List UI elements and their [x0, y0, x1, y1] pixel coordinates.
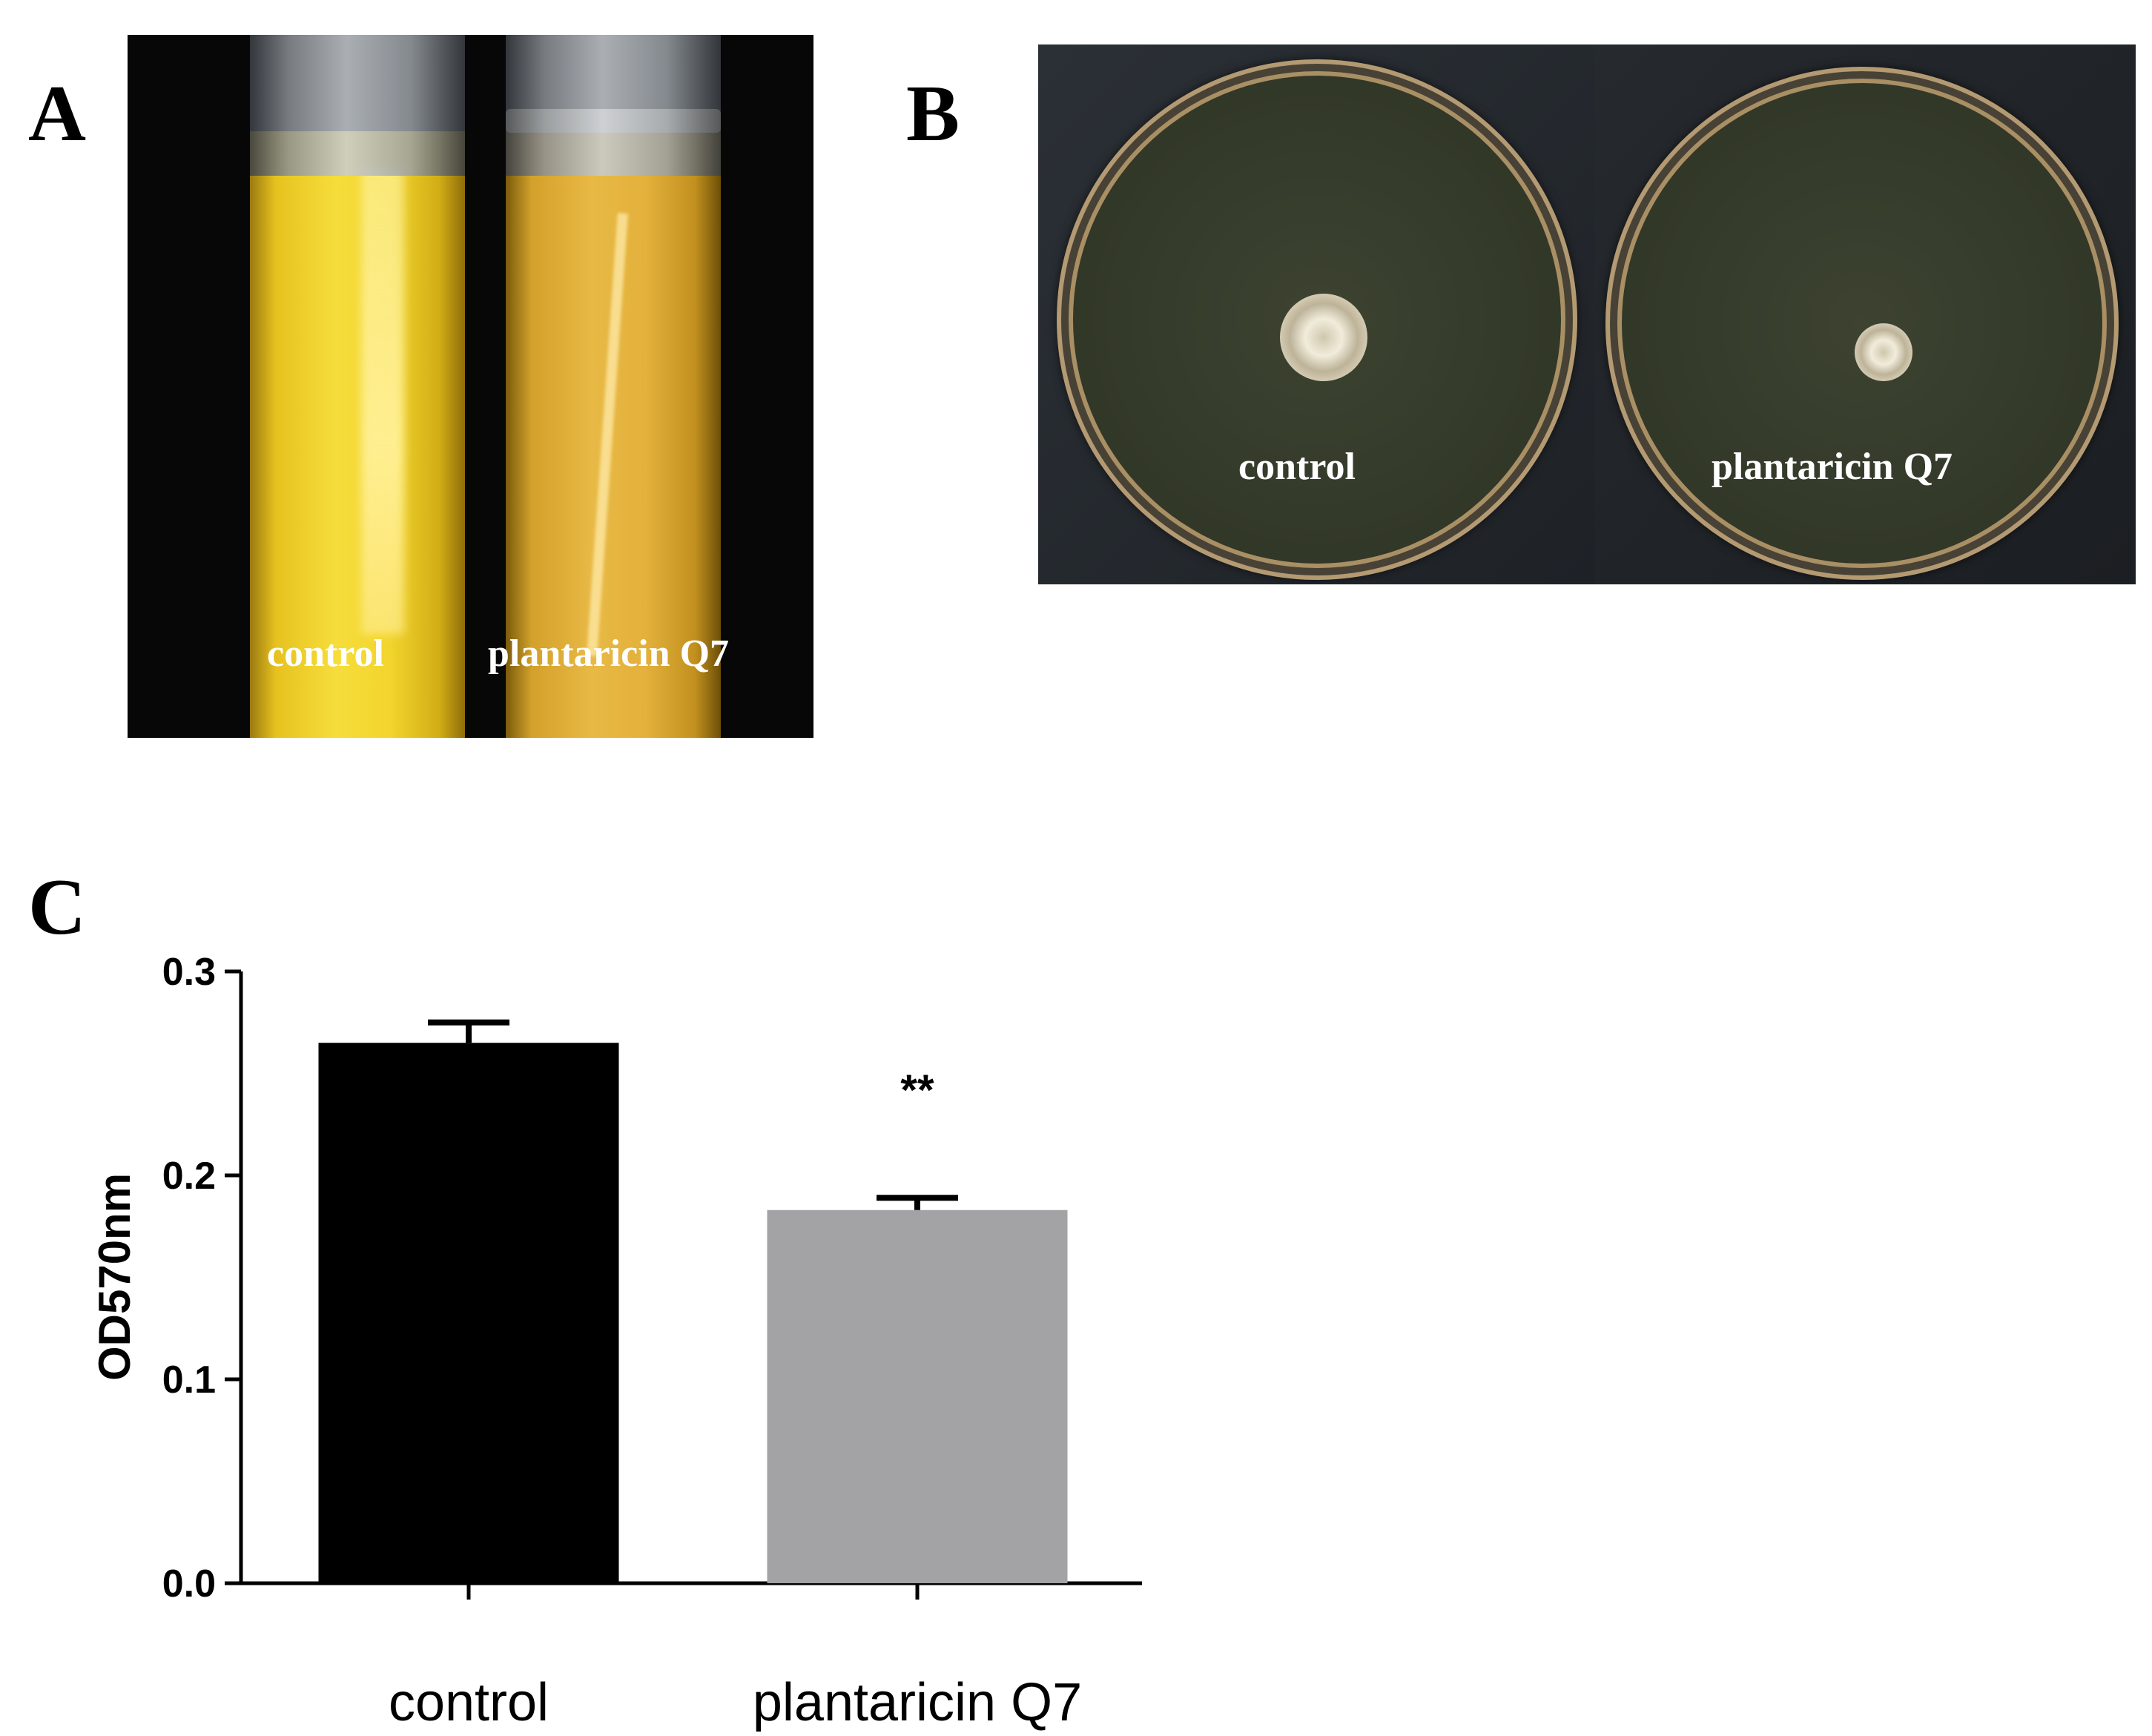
x-tick-label: control [389, 1673, 549, 1732]
x-tick-label: plantaricin Q7 [753, 1673, 1082, 1732]
plantaricin-q7-tube [506, 35, 721, 738]
significance-label: ** [900, 1066, 934, 1115]
plantaricin-q7-petri-dish [1605, 67, 2119, 580]
y-axis-label: OD570nm [90, 1173, 139, 1381]
plantaricin-q7-colony [1855, 323, 1912, 381]
y-tick-label: 0.1 [162, 1359, 216, 1402]
control-plate-photo: control [1038, 44, 1594, 584]
plate-photo: control plantaricin Q7 [1038, 44, 2136, 584]
panel-b-letter: B [906, 70, 960, 158]
control-biofilm-growth [361, 168, 404, 634]
tube-label-control: control [267, 633, 384, 675]
bar [318, 1043, 619, 1583]
control-tube [250, 35, 465, 738]
y-tick-label: 0.2 [162, 1155, 216, 1198]
y-tick-label: 0.3 [162, 951, 216, 994]
tube-photo: control plantaricin Q7 [128, 35, 813, 738]
tube-label-plantaricin-q7: plantaricin Q7 [488, 633, 730, 675]
plantaricin-q7-tube-glass [506, 35, 721, 176]
control-petri-dish [1057, 59, 1577, 580]
y-tick-label: 0.0 [162, 1562, 216, 1605]
control-tube-glass [250, 35, 465, 176]
control-broth [250, 131, 465, 738]
panel-a-letter: A [28, 70, 86, 158]
plate-label-plantaricin-q7: plantaricin Q7 [1712, 446, 1953, 488]
control-colony [1280, 294, 1367, 381]
plantaricin-q7-plate-photo: plantaricin Q7 [1594, 44, 2136, 584]
plantaricin-q7-broth [506, 120, 721, 738]
panel-c-letter: C [28, 863, 86, 951]
plate-label-control: control [1238, 446, 1356, 488]
bar [767, 1209, 1068, 1583]
